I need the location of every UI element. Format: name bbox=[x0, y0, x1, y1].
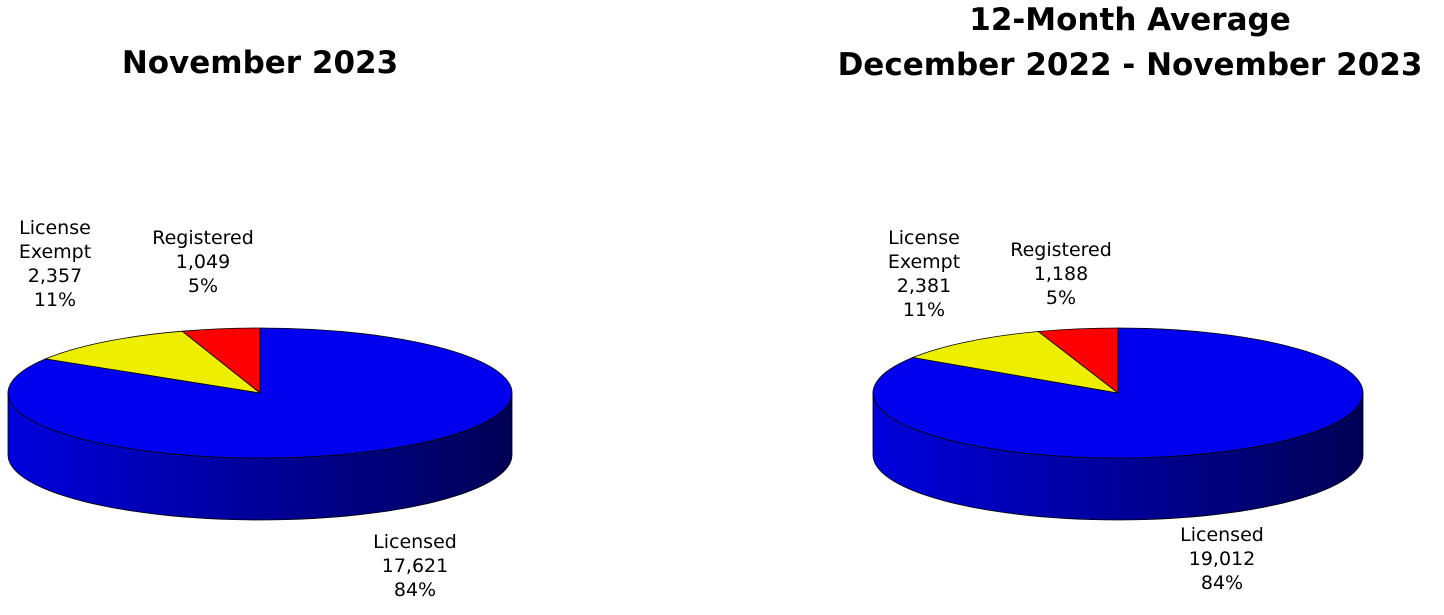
slice bbox=[181, 327, 261, 394]
slice bbox=[911, 331, 1119, 394]
text-line: Licensed bbox=[373, 531, 457, 553]
text-line: 12-Month Average bbox=[969, 2, 1291, 38]
text-line: 84% bbox=[393, 579, 437, 601]
slice bbox=[44, 330, 262, 394]
chart-subtitle: December 2022 - November 2023 bbox=[838, 47, 1423, 83]
slice-label: License Exempt 2,381 11% bbox=[868, 226, 980, 322]
text-line: 17,621 bbox=[381, 555, 449, 577]
slice-label: License Exempt 2,357 11% bbox=[0, 216, 111, 312]
text-line: Registered bbox=[152, 227, 254, 249]
text-line: December 2022 - November 2023 bbox=[837, 47, 1423, 83]
chart-title: November 2023 bbox=[122, 45, 398, 81]
text-line: 1,188 bbox=[1033, 263, 1089, 285]
chart-title: 12-Month Average bbox=[969, 2, 1290, 38]
text-line: Licensed bbox=[1180, 524, 1264, 546]
slice bbox=[872, 327, 1364, 459]
text-line: 19,012 bbox=[1188, 548, 1256, 570]
text-line: 84% bbox=[1200, 572, 1244, 594]
text-line: 5% bbox=[1045, 287, 1077, 309]
text-line: November 2023 bbox=[121, 45, 399, 81]
slice-label: Registered 1,188 5% bbox=[1005, 238, 1117, 310]
slice bbox=[1037, 327, 1119, 394]
text-line: Registered bbox=[1010, 239, 1112, 261]
slice-label: Licensed 19,012 84% bbox=[1166, 523, 1278, 595]
text-line: 11% bbox=[902, 299, 946, 321]
slice-label: Registered 1,049 5% bbox=[147, 226, 259, 298]
slice-label: Licensed 17,621 84% bbox=[359, 530, 471, 602]
text-line: 11% bbox=[33, 289, 77, 311]
text-line: License Exempt bbox=[887, 227, 961, 273]
text-line: 2,357 bbox=[27, 265, 83, 287]
text-line: License Exempt bbox=[18, 217, 92, 263]
text-line: 1,049 bbox=[175, 251, 231, 273]
text-line: 2,381 bbox=[896, 275, 952, 297]
text-line: 5% bbox=[187, 275, 219, 297]
